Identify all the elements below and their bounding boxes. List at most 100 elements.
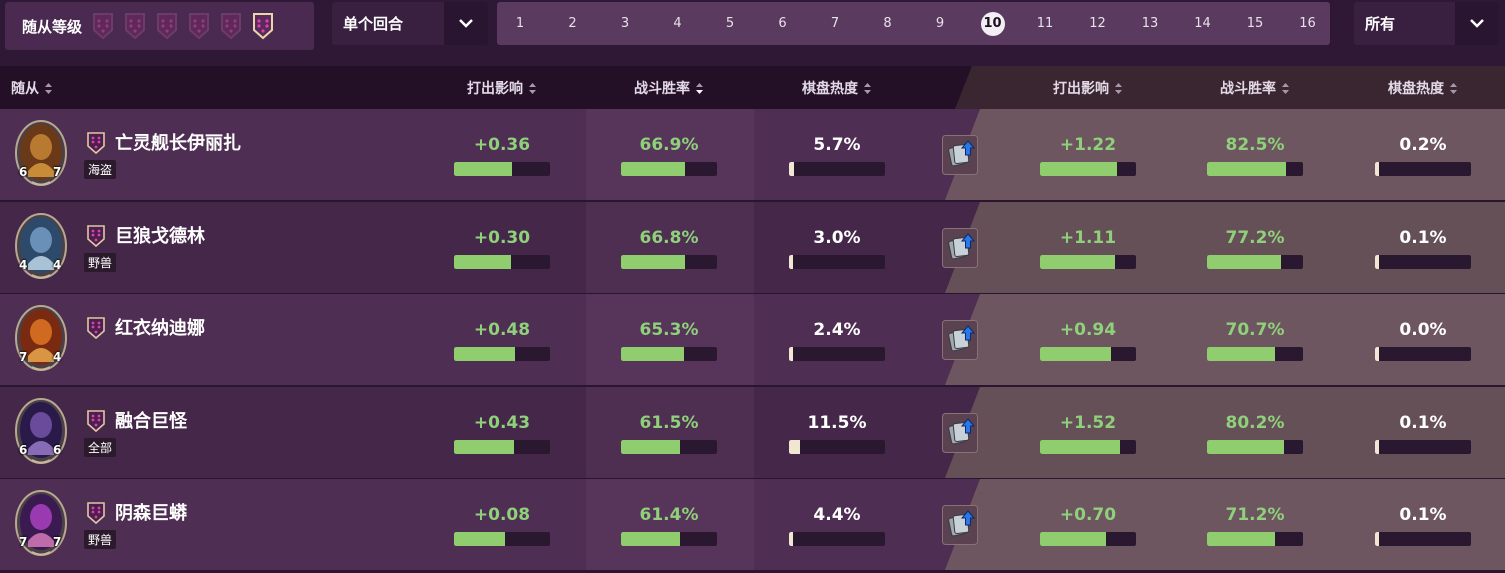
golden-play-impact-cell: +0.70 [1040,505,1136,546]
golden-upgrade-icon [942,135,978,175]
minion-portrait[interactable] [14,397,68,467]
tier-4-icon[interactable] [188,12,210,40]
tribe-badge: 野兽 [84,252,117,272]
board-heat-value: 11.5% [807,412,867,433]
minion-name[interactable]: 亡灵舰长伊丽扎 [115,133,241,154]
minion-portrait[interactable] [14,489,68,559]
col-golden-board-heat[interactable]: 棋盘热度 [1388,78,1458,98]
combat-winrate-bar [621,439,717,454]
sort-desc-icon [695,82,704,95]
golden-play-impact-bar [1040,254,1136,269]
play-impact-cell: +0.08 [454,505,550,546]
col-golden-combat-winrate[interactable]: 战斗胜率 [1220,78,1290,98]
turn-3[interactable]: 3 [620,16,630,31]
turn-15[interactable]: 15 [1246,16,1264,31]
turn-16[interactable]: 16 [1299,16,1316,31]
attack-value: 7 [19,350,28,364]
col-play-impact-label: 打出影响 [467,81,523,97]
tier-2-icon[interactable] [124,12,146,40]
col-combat-winrate[interactable]: 战斗胜率 [634,78,704,98]
col-board-heat[interactable]: 棋盘热度 [802,78,872,98]
minion-name[interactable]: 阴森巨蟒 [115,503,187,524]
minion-table: 6 7 亡灵舰长伊丽扎 海盗 +0.36 66.9% 5.7% +1.22 82.5% 0.2% 4… [0,109,1505,573]
turn-9[interactable]: 9 [935,16,945,31]
play-impact-bar [454,439,550,454]
minion-portrait[interactable] [14,212,68,282]
row-background [0,294,1505,385]
col-golden-board-heat-label: 棋盘热度 [1388,81,1444,97]
table-row[interactable]: 4 4 巨狼戈德林 野兽 +0.30 66.8% 3.0% +1.11 77.2% 0.1% [0,201,1505,294]
play-impact-value: +0.30 [473,227,531,248]
board-heat-bar [789,162,885,176]
golden-board-heat-value: 0.1% [1399,227,1447,248]
combat-winrate-value: 61.4% [639,505,699,525]
play-impact-bar [454,162,550,176]
sort-icon [528,82,537,95]
turn-5[interactable]: 5 [725,16,735,31]
col-combat-winrate-label: 战斗胜率 [634,81,690,97]
filter-dropdown[interactable]: 所有 [1354,2,1499,45]
row-background [0,109,1505,200]
combat-winrate-bar-fill [621,254,686,269]
play-impact-bar [454,532,550,546]
minion-portrait[interactable] [14,304,68,374]
board-heat-bar [789,532,885,546]
golden-combat-winrate-bar-fill [1207,162,1287,176]
filter-dropdown-label: 所有 [1365,15,1396,33]
col-minion[interactable]: 随从 [11,78,53,98]
golden-board-heat-value: 0.0% [1399,320,1447,340]
minion-name[interactable]: 融合巨怪 [115,410,187,432]
table-row[interactable]: 6 7 亡灵舰长伊丽扎 海盗 +0.36 66.9% 5.7% +1.22 82.5% 0.2% [0,109,1505,201]
combat-winrate-value: 65.3% [639,320,699,340]
golden-board-heat-cell: 0.0% [1375,320,1471,361]
golden-board-heat-cell: 0.1% [1375,413,1471,454]
minion-portrait[interactable] [14,119,68,189]
chevron-down-icon[interactable] [1455,2,1499,45]
turn-13[interactable]: 13 [1141,16,1159,31]
chevron-down-icon[interactable] [444,2,488,45]
turn-12[interactable]: 12 [1089,16,1106,31]
tier-3-icon[interactable] [156,12,178,40]
mode-dropdown[interactable]: 单个回合 [332,2,488,45]
col-minion-label: 随从 [11,81,39,97]
turn-6[interactable]: 6 [778,16,787,31]
turn-14[interactable]: 14 [1194,16,1211,31]
combat-winrate-cell: 66.8% [621,228,717,269]
golden-board-heat-bar [1375,439,1471,454]
golden-combat-winrate-value: 82.5% [1225,135,1285,155]
minion-name[interactable]: 红衣纳迪娜 [115,318,205,339]
board-heat-bar [789,439,885,454]
play-impact-cell: +0.48 [454,320,550,361]
combat-winrate-cell: 65.3% [621,320,717,361]
turn-11[interactable]: 11 [1036,16,1054,31]
tier-1-icon[interactable] [92,12,114,40]
turn-2[interactable]: 2 [568,16,577,31]
golden-play-impact-bar-fill [1040,439,1120,454]
golden-play-impact-cell: +1.22 [1040,135,1136,176]
turn-4[interactable]: 4 [673,16,682,31]
golden-combat-winrate-cell: 70.7% [1207,320,1303,361]
golden-board-heat-cell: 0.1% [1375,505,1471,546]
board-heat-bar-fill [789,347,793,361]
turn-10[interactable]: 10 [980,12,1005,36]
tier-6-icon[interactable] [252,12,274,40]
board-heat-value: 2.4% [813,320,861,340]
minion-name[interactable]: 巨狼戈德林 [115,225,205,247]
board-heat-bar [789,254,885,269]
col-play-impact[interactable]: 打出影响 [467,78,537,98]
golden-combat-winrate-bar-fill [1207,347,1275,361]
col-golden-play-impact[interactable]: 打出影响 [1053,78,1123,98]
tribe-badge: 野兽 [84,530,117,549]
turn-7[interactable]: 7 [830,16,840,31]
golden-play-impact-bar [1040,347,1136,361]
table-row[interactable]: 7 7 阴森巨蟒 野兽 +0.08 61.4% 4.4% +0.70 71.2% 0.1% [0,479,1505,571]
table-row[interactable]: 7 4 红衣纳迪娜 +0.48 65.3% 2.4% +0.94 70.7% 0.0% [0,294,1505,386]
mode-dropdown-label: 单个回合 [343,15,404,33]
tier-5-icon[interactable] [220,12,242,40]
table-row[interactable]: 6 6 融合巨怪 全部 +0.43 61.5% 11.5% +1.52 80.2% 0.1% [0,386,1505,479]
turn-8[interactable]: 8 [883,16,892,31]
golden-board-heat-bar-fill [1375,532,1379,546]
turn-1[interactable]: 1 [515,16,525,31]
golden-combat-winrate-bar [1207,162,1303,176]
golden-upgrade-icon [942,505,978,545]
